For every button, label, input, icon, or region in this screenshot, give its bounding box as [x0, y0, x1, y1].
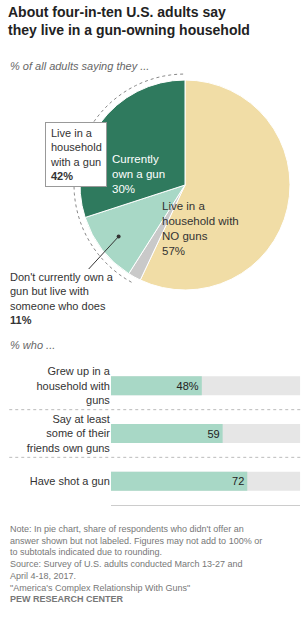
svg-text:59: 59	[207, 428, 219, 440]
svg-text:Live in ahouseholdwith a gun42: Live in ahouseholdwith a gun42%	[50, 127, 102, 182]
svg-text:About four-in-ten U.S. adults: About four-in-ten U.S. adults saythey li…	[8, 4, 250, 38]
svg-text:% of all adults saying they ..: % of all adults saying they ...	[10, 60, 149, 72]
svg-text:Have shot a gun: Have shot a gun	[30, 475, 110, 487]
svg-text:Don't currently own agun but l: Don't currently own agun but live withso…	[10, 271, 114, 326]
svg-text:Grew up in ahousehold withguns: Grew up in ahousehold withguns	[36, 365, 110, 406]
svg-text:Note: In pie chart, share of r: Note: In pie chart, share of respondents…	[10, 524, 262, 604]
svg-text:Say at leastsome of theirfrien: Say at leastsome of theirfriends own gun…	[27, 413, 111, 454]
svg-text:48%: 48%	[177, 380, 199, 392]
svg-text:72: 72	[232, 475, 244, 487]
svg-text:Currentlyown a gun30%: Currentlyown a gun30%	[112, 153, 165, 195]
svg-text:Live in ahousehold withNO guns: Live in ahousehold withNO guns57%	[162, 200, 239, 257]
svg-text:% who ...: % who ...	[10, 339, 55, 351]
